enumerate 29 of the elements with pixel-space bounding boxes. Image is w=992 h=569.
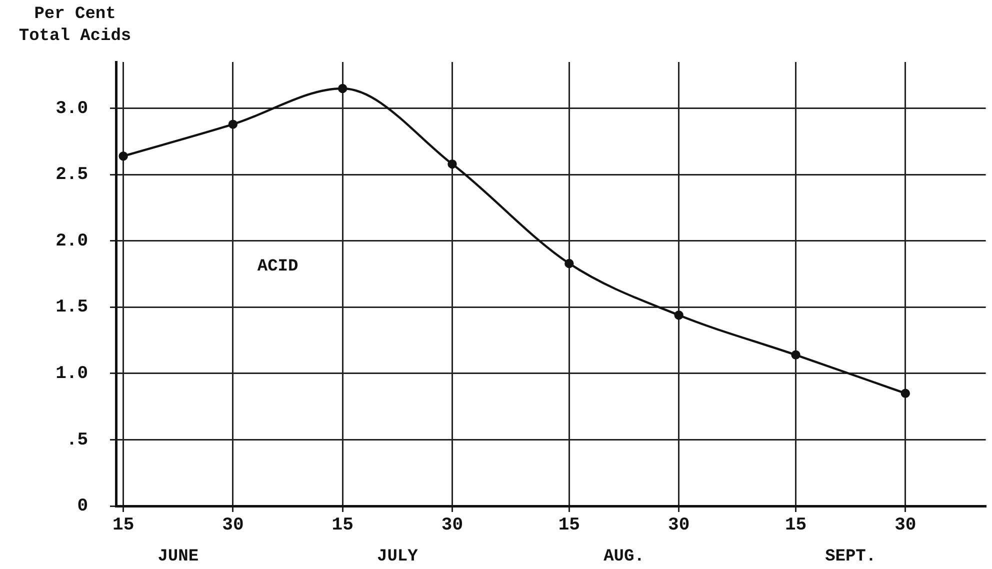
x-tick-label: 30 (222, 515, 244, 536)
y-tick-label: 2.5 (56, 165, 88, 186)
x-tick-label: 15 (332, 515, 354, 536)
y-tick-label: 0 (77, 496, 88, 517)
point (338, 84, 348, 94)
y-tick-label: 3.0 (56, 98, 88, 119)
text: JUNE (158, 547, 199, 566)
point (900, 388, 910, 398)
y-axis-title: Per Cent Total Acids (18, 4, 132, 48)
point (118, 152, 128, 161)
y-tick-label: 2.0 (56, 231, 88, 252)
y-tick-label: 1.0 (56, 364, 88, 384)
x-tick-label: 15 (784, 515, 807, 536)
point (448, 159, 457, 169)
text: AUG. (604, 547, 644, 566)
text: JULY (377, 547, 419, 566)
y-tick-label: 1.5 (56, 298, 88, 318)
point (228, 120, 238, 129)
text: SEPT. (825, 547, 876, 566)
point (674, 310, 684, 320)
x-tick-label: 30 (668, 515, 690, 536)
x-tick-label: 15 (112, 515, 134, 536)
y-tick-label: .5 (66, 430, 88, 450)
x-tick-label: 15 (558, 515, 580, 536)
text: ACID (257, 258, 298, 277)
point (791, 350, 800, 360)
x-tick-label: 30 (894, 515, 916, 536)
x-tick-label: 30 (441, 515, 464, 536)
point (564, 258, 574, 268)
